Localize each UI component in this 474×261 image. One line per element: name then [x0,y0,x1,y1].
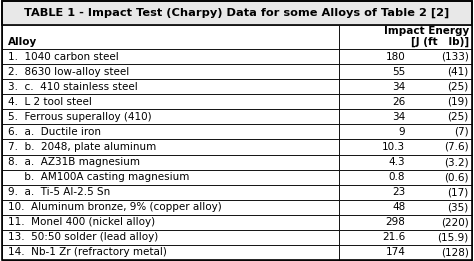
Text: 298: 298 [385,217,405,227]
Text: 34: 34 [392,82,405,92]
Bar [339,230,472,245]
Bar [339,200,472,215]
Bar [339,124,472,139]
Text: 6.  a.  Ductile iron: 6. a. Ductile iron [8,127,101,137]
Bar [339,49,472,64]
Text: 14.  Nb-1 Zr (refractory metal): 14. Nb-1 Zr (refractory metal) [8,247,167,257]
Text: Impact Energy: Impact Energy [384,26,469,36]
Text: 0.8: 0.8 [389,172,405,182]
Text: 9: 9 [399,127,405,137]
Bar [2,200,339,215]
Text: 8.  a.  AZ31B magnesium: 8. a. AZ31B magnesium [8,157,140,167]
Text: Alloy: Alloy [8,37,37,47]
Text: (15.9): (15.9) [438,232,469,242]
Text: 174: 174 [385,247,405,257]
Text: (25): (25) [447,82,469,92]
Text: 4.  L 2 tool steel: 4. L 2 tool steel [8,97,92,107]
Bar [2,124,339,139]
Text: 3.  c.  410 stainless steel: 3. c. 410 stainless steel [8,82,138,92]
Text: (19): (19) [447,97,469,107]
Bar [2,64,339,79]
Bar [2,79,339,94]
Text: (35): (35) [447,202,469,212]
Bar [339,245,472,260]
Bar [2,139,339,155]
Bar [339,94,472,109]
Text: 23: 23 [392,187,405,197]
Text: 48: 48 [392,202,405,212]
Text: (133): (133) [441,52,469,62]
Text: (25): (25) [447,112,469,122]
Text: 7.  b.  2048, plate aluminum: 7. b. 2048, plate aluminum [8,142,156,152]
Text: 4.3: 4.3 [389,157,405,167]
Text: 11.  Monel 400 (nickel alloy): 11. Monel 400 (nickel alloy) [8,217,155,227]
Text: 10.  Aluminum bronze, 9% (copper alloy): 10. Aluminum bronze, 9% (copper alloy) [8,202,222,212]
Bar [2,49,339,64]
Bar [2,155,339,170]
Text: (17): (17) [447,187,469,197]
Bar [2,230,339,245]
Bar [339,79,472,94]
Text: (41): (41) [447,67,469,77]
Text: [J (ft   lb)]: [J (ft lb)] [411,37,469,48]
Bar [2,215,339,230]
Text: 26: 26 [392,97,405,107]
Bar [339,64,472,79]
Bar [339,109,472,124]
Text: 180: 180 [385,52,405,62]
Bar [339,155,472,170]
Bar [2,170,339,185]
Text: TABLE 1 - Impact Test (Charpy) Data for some Alloys of Table 2 [2]: TABLE 1 - Impact Test (Charpy) Data for … [24,8,450,19]
Bar [339,170,472,185]
Bar [339,25,472,49]
Text: 13.  50:50 solder (lead alloy): 13. 50:50 solder (lead alloy) [8,232,158,242]
Bar [339,185,472,200]
Text: 34: 34 [392,112,405,122]
Bar [2,185,339,200]
Bar [339,139,472,155]
Bar [339,215,472,230]
Text: 5.  Ferrous superalloy (410): 5. Ferrous superalloy (410) [8,112,152,122]
Bar [2,245,339,260]
Text: (7): (7) [454,127,469,137]
Text: 1.  1040 carbon steel: 1. 1040 carbon steel [8,52,119,62]
Bar [2,109,339,124]
Text: b.  AM100A casting magnesium: b. AM100A casting magnesium [8,172,190,182]
Text: (220): (220) [441,217,469,227]
Text: 55: 55 [392,67,405,77]
Bar [2,25,339,49]
Text: (7.6): (7.6) [444,142,469,152]
Bar [2,1,472,25]
Bar [2,94,339,109]
Text: 21.6: 21.6 [382,232,405,242]
Text: 10.3: 10.3 [382,142,405,152]
Text: 9.  a.  Ti-5 Al-2.5 Sn: 9. a. Ti-5 Al-2.5 Sn [8,187,110,197]
Text: (3.2): (3.2) [444,157,469,167]
Text: (0.6): (0.6) [444,172,469,182]
Text: (128): (128) [441,247,469,257]
Text: 2.  8630 low-alloy steel: 2. 8630 low-alloy steel [8,67,129,77]
